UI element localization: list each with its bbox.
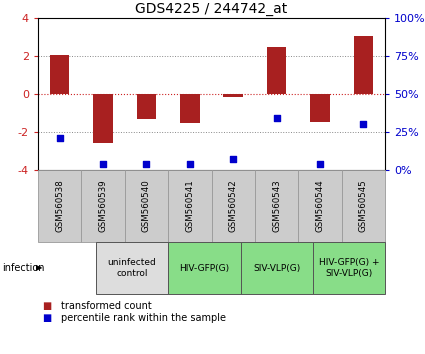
Bar bbox=[354, 36, 373, 94]
Text: percentile rank within the sample: percentile rank within the sample bbox=[61, 313, 227, 323]
Point bbox=[56, 135, 63, 141]
Bar bbox=[298, 170, 342, 242]
Text: HIV-GFP(G) +
SIV-VLP(G): HIV-GFP(G) + SIV-VLP(G) bbox=[319, 258, 379, 278]
Bar bbox=[50, 55, 69, 94]
Text: ■: ■ bbox=[42, 301, 51, 311]
Bar bbox=[224, 94, 243, 97]
Text: GSM560539: GSM560539 bbox=[99, 180, 108, 232]
Text: ▶: ▶ bbox=[36, 263, 42, 273]
Text: HIV-GFP(G): HIV-GFP(G) bbox=[179, 263, 230, 273]
Text: infection: infection bbox=[2, 263, 45, 273]
Bar bbox=[168, 242, 241, 294]
Point bbox=[230, 156, 237, 162]
Point bbox=[317, 161, 323, 167]
Point bbox=[273, 115, 280, 121]
Bar bbox=[168, 170, 212, 242]
Point bbox=[360, 121, 367, 127]
Bar bbox=[137, 94, 156, 119]
Title: GDS4225 / 244742_at: GDS4225 / 244742_at bbox=[136, 1, 288, 16]
Text: GSM560544: GSM560544 bbox=[315, 179, 324, 232]
Bar bbox=[342, 170, 385, 242]
Bar bbox=[125, 170, 168, 242]
Text: SIV-VLP(G): SIV-VLP(G) bbox=[253, 263, 300, 273]
Bar bbox=[310, 94, 330, 122]
Bar bbox=[267, 47, 286, 94]
Text: uninfected
control: uninfected control bbox=[108, 258, 156, 278]
Text: GSM560540: GSM560540 bbox=[142, 179, 151, 232]
Bar bbox=[94, 94, 113, 143]
Bar bbox=[81, 170, 125, 242]
Bar bbox=[241, 242, 313, 294]
Text: transformed count: transformed count bbox=[61, 301, 152, 311]
Text: GSM560542: GSM560542 bbox=[229, 179, 238, 232]
Bar bbox=[180, 94, 200, 124]
Bar bbox=[313, 242, 385, 294]
Text: ■: ■ bbox=[42, 313, 51, 323]
Text: GSM560541: GSM560541 bbox=[185, 179, 194, 232]
Point bbox=[143, 161, 150, 167]
Bar bbox=[38, 170, 81, 242]
Bar bbox=[96, 242, 168, 294]
Text: GSM560545: GSM560545 bbox=[359, 179, 368, 232]
Bar bbox=[212, 170, 255, 242]
Text: GSM560543: GSM560543 bbox=[272, 179, 281, 232]
Point bbox=[99, 161, 106, 167]
Bar bbox=[255, 170, 298, 242]
Point bbox=[187, 161, 193, 167]
Text: GSM560538: GSM560538 bbox=[55, 179, 64, 232]
